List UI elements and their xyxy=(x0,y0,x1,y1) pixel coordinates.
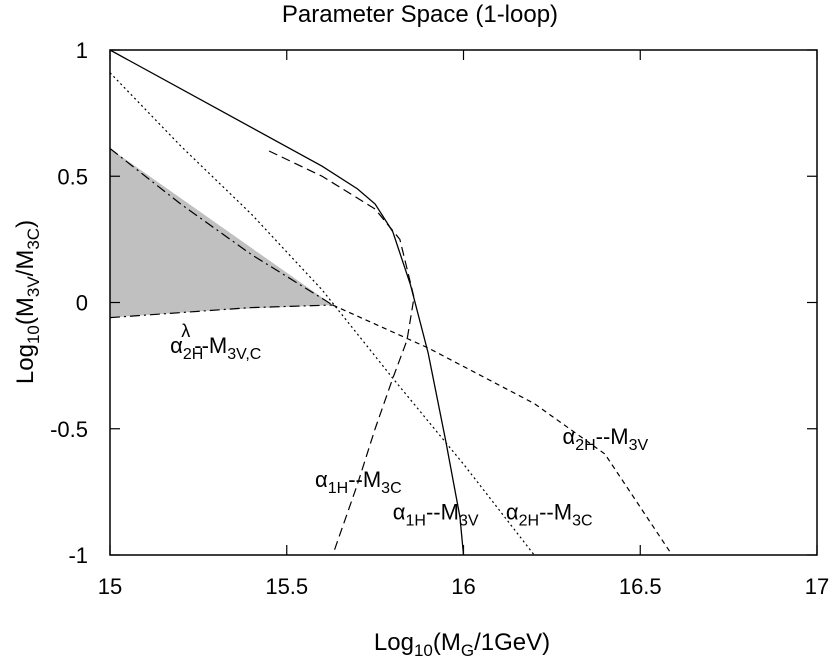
x-tick-label: 17 xyxy=(805,574,829,599)
excluded-region xyxy=(110,148,333,318)
series-line-5 xyxy=(109,304,333,319)
curve-label: α1H--M3C xyxy=(315,467,402,497)
x-axis-label: Log10(MG/1GeV) xyxy=(374,629,550,660)
curve-label: α2H--M3C xyxy=(506,500,593,530)
curve-label: α2H--M3V xyxy=(562,424,648,454)
y-tick-label: -0.5 xyxy=(50,417,88,442)
curve-label: α2Hλ--M3V,C xyxy=(170,321,261,363)
series-line-1 xyxy=(109,49,465,556)
x-tick-label: 16 xyxy=(451,574,475,599)
y-tick-label: 0.5 xyxy=(57,164,88,189)
series-line-2 xyxy=(268,150,415,556)
y-tick-label: 0 xyxy=(76,291,88,316)
chart-title: Parameter Space (1-loop) xyxy=(282,1,558,28)
series-line-6 xyxy=(332,304,673,556)
x-tick-label: 16.5 xyxy=(619,574,662,599)
excluded-region-layer xyxy=(110,148,333,318)
y-axis-label: Log10(M3V/M3C) xyxy=(12,220,43,384)
curve-label: α1H--M3V xyxy=(393,500,479,530)
y-tick-label: -1 xyxy=(68,543,88,568)
tick-layer: 15 15.5 16 16.5 17 -1 -0.5 0 0.5 1 xyxy=(50,38,829,599)
x-tick-label: 15.5 xyxy=(265,574,308,599)
series-line-4 xyxy=(109,148,334,306)
x-tick-label: 15 xyxy=(98,574,122,599)
y-tick-label: 1 xyxy=(76,38,88,63)
series-layer xyxy=(109,49,673,556)
series-line-3 xyxy=(109,72,535,556)
